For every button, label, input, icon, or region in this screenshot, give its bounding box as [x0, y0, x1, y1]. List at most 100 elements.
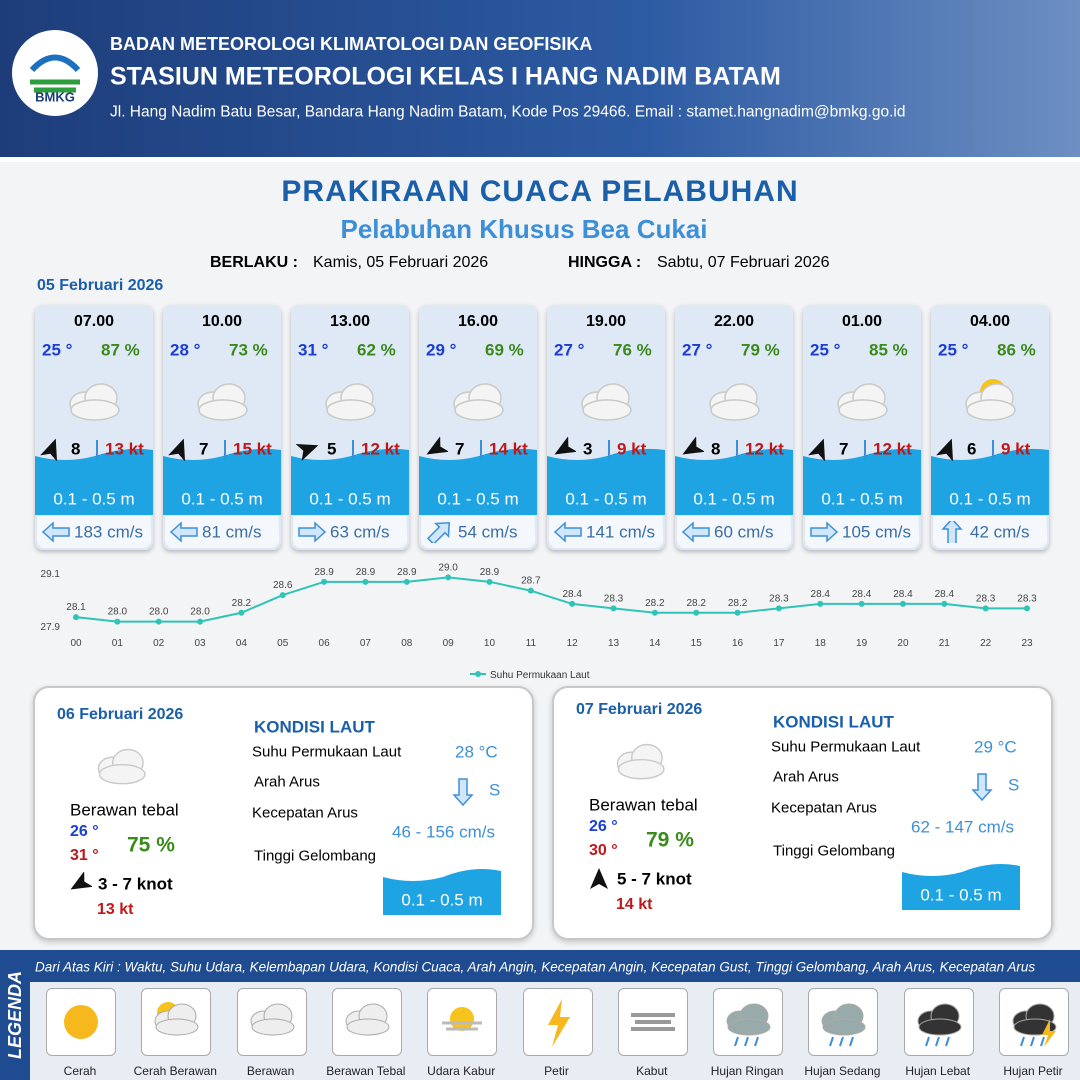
wave-height: 0.1 - 0.5 m	[693, 489, 775, 509]
legend-glyph	[442, 1007, 483, 1031]
temp-min: 26 °	[589, 818, 618, 835]
wind-arrow	[587, 867, 611, 891]
legend-description: Dari Atas Kiri : Waktu, Suhu Udara, Kele…	[35, 959, 1036, 975]
wave-band	[547, 448, 665, 515]
wave-height: 0.1 - 0.5 m	[53, 489, 135, 509]
sst-point	[899, 600, 906, 607]
legend-label: Cerah	[63, 1064, 97, 1078]
humidity: 76 %	[613, 340, 652, 360]
current-direction	[425, 521, 455, 546]
wind-speed: 7	[839, 439, 849, 459]
gust: 12 kt	[745, 439, 784, 459]
wave-height: 0.1 - 0.5 m	[181, 489, 263, 509]
legend-icon	[522, 988, 593, 1056]
legend-label: Petir	[544, 1064, 569, 1078]
value-label: 28.2	[232, 598, 252, 609]
current-direction	[937, 517, 967, 546]
x-tick-label: 10	[484, 638, 496, 649]
icon	[325, 383, 376, 421]
value-label: 28.4	[562, 589, 582, 600]
current-arrow	[426, 522, 450, 546]
x-tick-label: 20	[897, 638, 909, 649]
x-tick-label: 18	[815, 638, 827, 649]
current-direction	[681, 521, 711, 543]
current-speed: 63 cm/s	[330, 522, 390, 542]
x-tick-label: 22	[980, 638, 992, 649]
legend-glyph	[1012, 1003, 1057, 1047]
wave: 0.1 - 0.5 m	[920, 885, 1002, 905]
current-speed: 54 cm/s	[458, 522, 518, 542]
legend-label: Udara Kabur	[427, 1064, 496, 1078]
wave-height: 0.1 - 0.5 m	[309, 489, 391, 509]
wave-height: 0.1 - 0.5 m	[565, 489, 647, 509]
separator	[224, 440, 226, 458]
current-speed: 81 cm/s	[202, 522, 262, 542]
value-label: 28.2	[686, 598, 706, 609]
current-speed: 42 cm/s	[970, 522, 1030, 542]
wave-label: Tinggi Gelombang	[254, 847, 377, 865]
wind-arrow	[168, 437, 192, 462]
x-tick-label: 12	[567, 638, 579, 649]
divider	[0, 157, 1080, 162]
legend-label: Hujan Lebat	[905, 1064, 971, 1078]
sst-point	[858, 600, 865, 607]
speed-label: Kecepatan Arus	[252, 804, 358, 822]
arrow	[295, 443, 319, 461]
humidity: 79 %	[741, 340, 780, 360]
arrow	[554, 436, 578, 455]
subtitle: Pelabuhan Khusus Bea Cukai	[340, 214, 708, 244]
x-tick-label: 06	[319, 638, 331, 649]
legend-glyph	[630, 1013, 675, 1031]
address: Jl. Hang Nadim Batu Besar, Bandara Hang …	[110, 103, 906, 121]
arrow	[936, 438, 954, 462]
value-label: 29.0	[438, 562, 458, 573]
legend-icon	[141, 988, 212, 1056]
gust: 14 kt	[616, 896, 653, 913]
value-label: 28.3	[604, 593, 624, 604]
temp: 31 °	[298, 340, 329, 360]
dir: S	[489, 780, 501, 800]
sst-point	[445, 574, 452, 581]
current-speed: 105 cm/s	[842, 522, 911, 542]
legend-label: Hujan Ringan	[710, 1064, 784, 1078]
x-tick-label: 16	[732, 638, 744, 649]
wind-arrow	[40, 437, 64, 462]
value-label: 28.4	[852, 589, 872, 600]
arrow	[590, 868, 608, 889]
weather-icon	[88, 740, 155, 788]
day-date: 06 Februari 2026	[57, 706, 184, 723]
time: 19.00	[585, 313, 627, 330]
sst-point	[693, 609, 700, 616]
weather-icon	[699, 374, 769, 424]
current-arrow	[298, 521, 327, 543]
temp-max: 30 °	[589, 842, 618, 859]
weather-icon	[571, 374, 641, 424]
value-label: 28.2	[728, 598, 748, 609]
sst-point	[362, 578, 369, 585]
separator	[96, 440, 98, 458]
wind-arrow	[808, 437, 832, 462]
legend-glyph	[547, 999, 570, 1047]
humidity: 85 %	[869, 340, 908, 360]
humidity: 69 %	[485, 340, 524, 360]
sst-point	[651, 609, 658, 616]
sst-point	[197, 618, 204, 625]
legend-icon	[236, 988, 307, 1056]
time: 07.00	[73, 313, 115, 330]
current-speed: 60 cm/s	[714, 522, 774, 542]
value-label: 28.9	[397, 567, 417, 578]
day1-date: 05 Februari 2026	[37, 277, 164, 294]
temp: 25 °	[938, 340, 969, 360]
wind-arrow	[295, 437, 320, 461]
time: 04.00	[969, 313, 1011, 330]
header-bg	[0, 0, 1080, 157]
current-direction	[297, 521, 327, 543]
gust: 9 kt	[617, 439, 647, 459]
current-direction	[41, 521, 71, 543]
icon	[581, 383, 632, 421]
x-tick-label: 15	[691, 638, 703, 649]
legend-strip	[0, 950, 30, 1080]
value-label: 28.0	[190, 607, 210, 618]
wave-crest	[803, 448, 921, 466]
